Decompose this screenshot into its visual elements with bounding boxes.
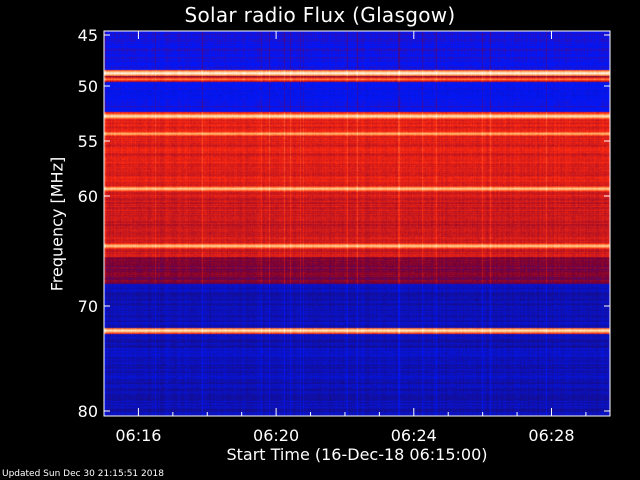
x-tick-label: 06:20	[253, 426, 299, 445]
updated-timestamp: Updated Sun Dec 30 21:15:51 2018	[2, 469, 164, 479]
x-axis: 06:16 06:20 06:24 06:28	[103, 31, 587, 445]
y-tick-label: 70	[78, 297, 98, 316]
x-tick-label: 06:28	[528, 426, 574, 445]
y-tick-label: 55	[78, 132, 98, 151]
y-tick-label: 50	[78, 77, 98, 96]
plot-frame	[103, 30, 611, 417]
spectrogram-heatmap	[104, 31, 610, 416]
y-axis-title: Frequency [MHz]	[47, 156, 67, 292]
chart-title: Solar radio Flux (Glasgow)	[184, 3, 456, 27]
y-tick-label: 45	[78, 26, 98, 45]
y-axis: 45 50 55 60 70 80	[78, 26, 610, 421]
x-tick-label: 06:16	[115, 426, 161, 445]
y-tick-label: 80	[78, 402, 98, 421]
x-tick-label: 06:24	[391, 426, 437, 445]
y-tick-label: 60	[78, 187, 98, 206]
x-axis-title: Start Time (16-Dec-18 06:15:00)	[226, 445, 488, 464]
